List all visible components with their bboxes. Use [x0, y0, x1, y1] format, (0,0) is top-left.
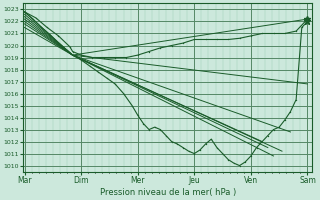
X-axis label: Pression niveau de la mer( hPa ): Pression niveau de la mer( hPa )	[100, 188, 236, 197]
